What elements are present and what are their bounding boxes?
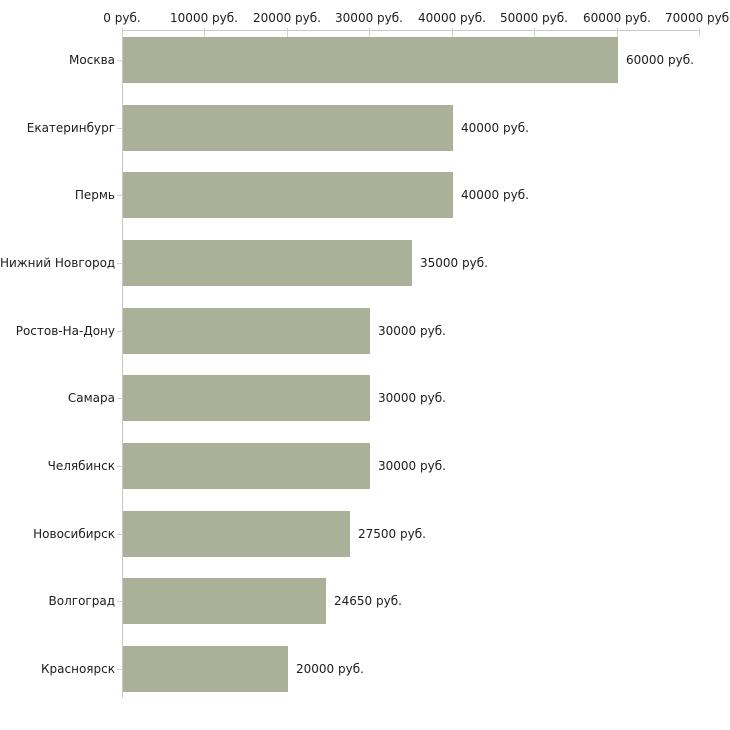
x-tick-label: 20000 руб. [253,11,321,25]
y-tick-mark [117,128,122,129]
category-label: Волгоград [48,594,115,608]
y-tick-mark [117,398,122,399]
x-tick-mark [287,28,288,37]
bar-value-label: 40000 руб. [461,188,529,202]
bar-value-label: 40000 руб. [461,121,529,135]
bar [123,646,288,692]
category-label: Екатеринбург [26,121,115,135]
x-tick-label: 70000 руб. [665,11,730,25]
x-tick-label: 10000 руб. [170,11,238,25]
x-tick-mark [617,28,618,37]
bar [123,511,350,557]
category-label: Новосибирск [33,527,115,541]
bar [123,105,453,151]
category-label: Челябинск [47,459,115,473]
x-tick-mark [534,28,535,37]
x-tick-mark [452,28,453,37]
x-axis-line [122,30,700,31]
bar [123,375,370,421]
y-tick-mark [117,195,122,196]
x-tick-label: 0 руб. [103,11,141,25]
x-tick-mark [204,28,205,37]
y-tick-mark [117,331,122,332]
bar-value-label: 60000 руб. [626,53,694,67]
y-tick-mark [117,466,122,467]
bar-value-label: 30000 руб. [378,391,446,405]
bar [123,443,370,489]
x-tick-label: 30000 руб. [335,11,403,25]
category-label: Красноярск [41,662,115,676]
x-tick-label: 60000 руб. [583,11,651,25]
bar [123,172,453,218]
bar-value-label: 24650 руб. [334,594,402,608]
y-axis-line [122,30,123,698]
x-tick-label: 50000 руб. [500,11,568,25]
bar [123,308,370,354]
bar-value-label: 27500 руб. [358,527,426,541]
category-label: Ростов-На-Дону [15,324,115,338]
bar-value-label: 35000 руб. [420,256,488,270]
bar-value-label: 30000 руб. [378,459,446,473]
category-label: Самара [67,391,115,405]
x-tick-mark [369,28,370,37]
x-tick-mark [122,28,123,37]
bar [123,578,326,624]
bar [123,37,618,83]
x-tick-label: 40000 руб. [418,11,486,25]
y-tick-mark [117,534,122,535]
y-tick-mark [117,60,122,61]
y-tick-mark [117,263,122,264]
bar-value-label: 20000 руб. [296,662,364,676]
category-label: Пермь [74,188,115,202]
category-label: Москва [69,53,115,67]
x-tick-mark [699,28,700,37]
category-label: Нижний Новгород [0,256,116,270]
y-tick-mark [117,669,122,670]
y-tick-mark [117,601,122,602]
bar-value-label: 30000 руб. [378,324,446,338]
bar [123,240,412,286]
